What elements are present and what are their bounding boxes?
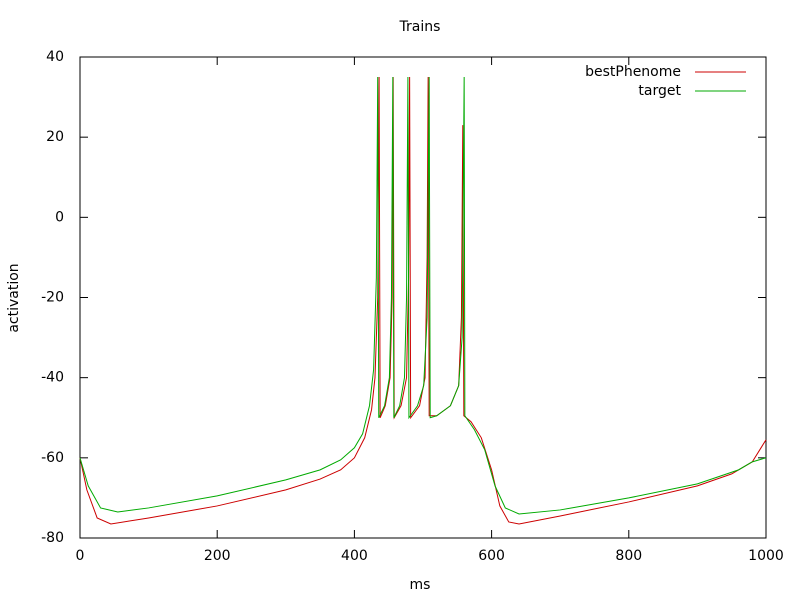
series-line	[79, 77, 767, 525]
y-tick-label: -80	[41, 530, 64, 546]
chart-title: Trains	[399, 19, 441, 35]
y-tick-label: 0	[55, 209, 64, 225]
y-tick-label: -60	[41, 450, 64, 466]
y-tick-label: 40	[46, 49, 64, 65]
y-axis-label: activation	[6, 263, 22, 332]
x-tick-label: 800	[615, 548, 642, 564]
x-axis-label: ms	[410, 577, 431, 593]
legend-label: bestPhenome	[585, 64, 681, 80]
x-tick-label: 200	[204, 548, 231, 564]
series-line	[79, 77, 767, 515]
x-tick-label: 1000	[748, 548, 784, 564]
x-tick-label: 400	[341, 548, 368, 564]
x-tick-label: 600	[478, 548, 505, 564]
y-tick-label: 20	[46, 129, 64, 145]
legend-label: target	[638, 83, 681, 99]
y-tick-label: -40	[41, 370, 64, 386]
y-tick-label: -20	[41, 290, 64, 306]
x-tick-label: 0	[76, 548, 85, 564]
